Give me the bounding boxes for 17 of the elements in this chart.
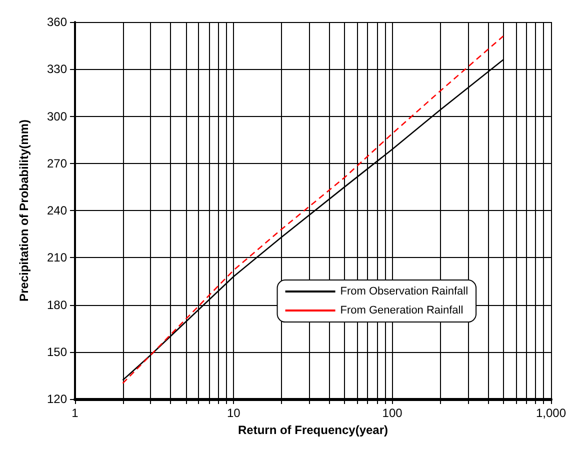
x-tick-label: 1: [72, 406, 79, 420]
y-tick-label: 270: [46, 156, 68, 170]
y-tick-label: 240: [46, 204, 68, 218]
legend-label: From Generation Rainfall: [340, 304, 464, 317]
x-tick-label: 10: [226, 406, 241, 420]
y-tick-label: 120: [46, 392, 68, 406]
y-axis-title: Precipitation of Probability(mm): [17, 119, 31, 302]
x-axis-title: Return of Frequency(year): [238, 422, 388, 437]
legend-label: From Observation Rainfall: [340, 286, 468, 298]
y-tick-label: 180: [46, 298, 68, 312]
y-tick-label: 300: [46, 109, 68, 124]
y-tick-label: 150: [46, 344, 68, 359]
y-tick-label: 210: [46, 250, 68, 265]
x-tick-label: 100: [382, 406, 403, 420]
y-tick-label: 360: [46, 15, 68, 29]
y-tick-label: 330: [46, 62, 68, 76]
x-tick-label: 1,000: [536, 406, 566, 420]
